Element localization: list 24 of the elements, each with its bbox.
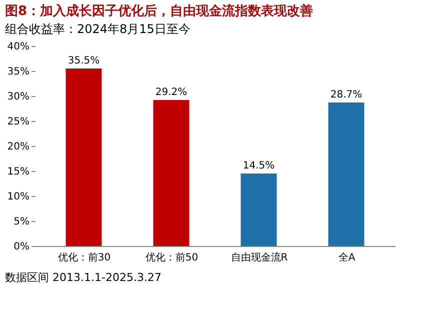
x-tick-label: 自由现金流R <box>230 252 288 264</box>
y-tick-label: 15% <box>7 166 30 178</box>
text: 数据区间 2013.1.1-2025.3.27 <box>5 271 162 284</box>
chart-subtitle: 组合收益率：2024年8月15日至今 <box>5 22 190 36</box>
bar <box>328 102 364 246</box>
x-tick-label: 全A <box>338 252 356 264</box>
y-tick-label: 40% <box>7 42 30 52</box>
bar <box>153 100 190 246</box>
x-tick-label: 优化：前30 <box>58 252 111 264</box>
chart-title: 图8：加入成长因子优化后，自由现金流指数表现改善 <box>5 3 314 19</box>
x-tick-label: 优化：前50 <box>145 252 198 264</box>
y-tick-label: 30% <box>7 92 30 102</box>
bar <box>240 174 277 246</box>
y-tick-label: 35% <box>7 66 30 78</box>
y-tick-label: 25% <box>7 116 30 128</box>
bar <box>66 68 102 246</box>
y-tick-label: 10% <box>7 192 30 202</box>
data-label: 29.2% <box>155 87 188 98</box>
y-tick-label: 5% <box>14 216 30 228</box>
y-tick-label: 20% <box>7 142 30 152</box>
data-label: 35.5% <box>68 56 100 66</box>
data-label: 28.7% <box>330 90 362 100</box>
y-tick-label: 0% <box>14 242 30 252</box>
data-label: 14.5% <box>242 160 275 172</box>
